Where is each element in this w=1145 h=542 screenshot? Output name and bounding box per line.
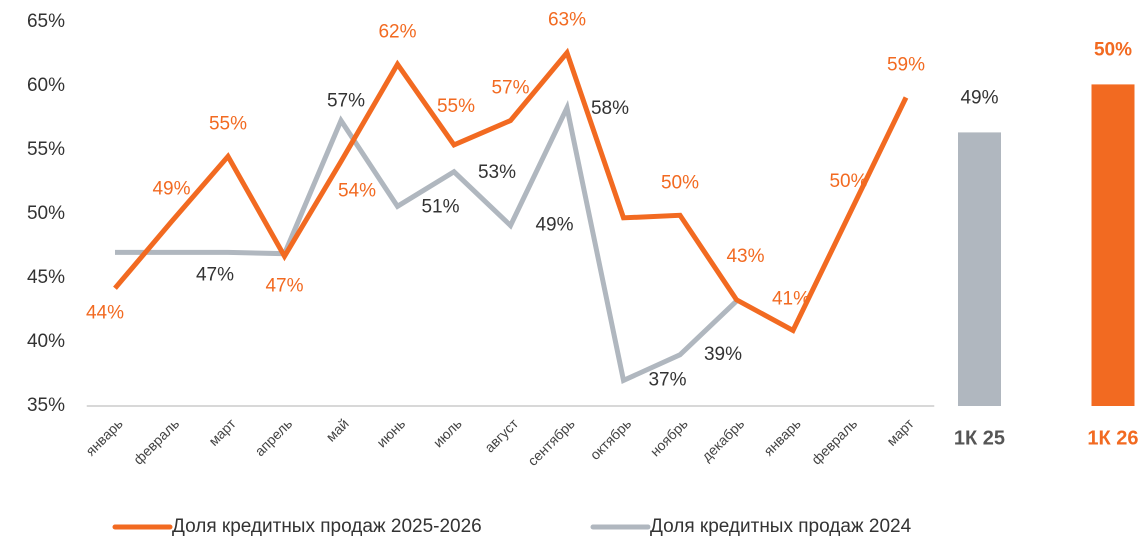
- x-tick-label: декабрь: [698, 415, 747, 464]
- x-tick-label: март: [205, 415, 239, 449]
- x-tick-label: ноябрь: [647, 415, 691, 459]
- bar-value-label: 50%: [1094, 39, 1132, 60]
- legend-label: Доля кредитных продаж 2025-2026: [172, 516, 482, 537]
- y-tick-label: 50%: [27, 203, 65, 224]
- data-label: 47%: [265, 275, 303, 296]
- y-tick-label: 40%: [27, 331, 65, 352]
- bar-category-label: 1К 26: [1087, 427, 1138, 449]
- x-tick-label: сентябрь: [524, 415, 577, 468]
- y-tick-label: 35%: [27, 395, 65, 416]
- x-tick-label: апрель: [251, 415, 295, 459]
- x-tick-label: май: [323, 415, 352, 444]
- data-label: 59%: [887, 55, 925, 76]
- data-label: 49%: [535, 215, 573, 236]
- data-label: 39%: [704, 344, 742, 365]
- data-label: 54%: [338, 181, 376, 202]
- data-label: 63%: [548, 10, 586, 31]
- x-tick-label: март: [883, 415, 917, 449]
- data-label: 49%: [152, 179, 190, 200]
- line-series: [115, 100, 739, 384]
- data-label: 55%: [209, 113, 247, 134]
- x-tick-label: февраль: [130, 415, 182, 467]
- data-label: 41%: [772, 288, 810, 309]
- data-label: 57%: [327, 91, 365, 112]
- data-label: 57%: [491, 78, 529, 99]
- data-label: 47%: [196, 264, 234, 285]
- data-label: 37%: [648, 369, 686, 390]
- x-tick-label: июль: [430, 415, 465, 450]
- data-label: 50%: [829, 171, 867, 192]
- line-series: [113, 47, 909, 334]
- data-label: 58%: [591, 98, 629, 119]
- data-label: 55%: [437, 96, 475, 117]
- x-tick-label: февраль: [808, 415, 860, 467]
- y-tick-label: 55%: [27, 139, 65, 160]
- y-tick-label: 45%: [27, 267, 65, 288]
- data-label: 53%: [478, 162, 516, 183]
- bar-category-label: 1К 25: [954, 427, 1005, 449]
- x-tick-label: июнь: [373, 415, 408, 450]
- y-tick-label: 65%: [27, 11, 65, 32]
- bar: [1091, 84, 1135, 407]
- data-label: 50%: [661, 172, 699, 193]
- data-label: 43%: [726, 246, 764, 267]
- data-label: 62%: [378, 21, 416, 42]
- x-tick-label: январь: [760, 415, 803, 458]
- legend-label: Доля кредитных продаж 2024: [650, 516, 912, 537]
- x-tick-label: октябрь: [587, 415, 634, 462]
- bar: [958, 132, 1001, 406]
- data-label: 44%: [86, 302, 124, 323]
- x-tick-label: январь: [82, 415, 125, 458]
- x-tick-label: август: [481, 415, 521, 455]
- bar-value-label: 49%: [960, 87, 998, 108]
- y-tick-label: 60%: [27, 75, 65, 96]
- data-label: 51%: [421, 196, 459, 217]
